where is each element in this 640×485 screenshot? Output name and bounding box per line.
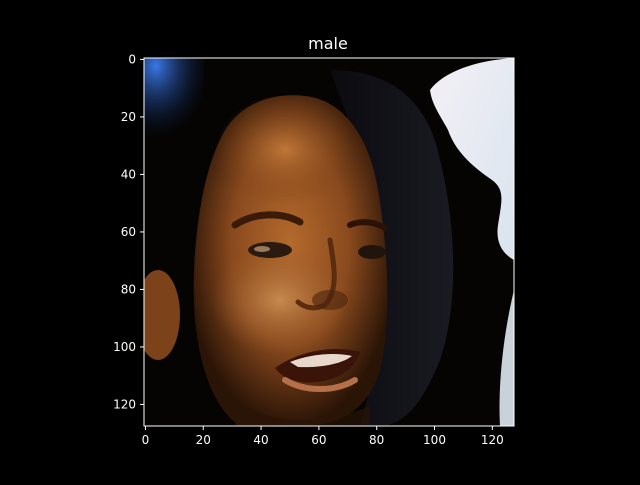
- forehead-highlight: [215, 95, 355, 205]
- x-tick-label: 80: [369, 433, 384, 447]
- y-tick-label: 120: [113, 397, 136, 411]
- light-background-patch: [430, 58, 514, 260]
- chart-title: male: [308, 34, 348, 53]
- blue-background-patch: [144, 58, 204, 138]
- left-eye: [248, 242, 292, 258]
- x-tick-label: 100: [423, 433, 446, 447]
- face-image: [144, 58, 514, 426]
- x-tick-label: 40: [253, 433, 268, 447]
- y-tick-label: 40: [121, 167, 136, 181]
- y-tick-label: 100: [113, 340, 136, 354]
- left-ear: [144, 270, 180, 360]
- right-eye: [358, 245, 386, 259]
- chin-shadow: [235, 400, 370, 426]
- x-axis: 0 20 40 60 80 100 120: [142, 426, 504, 447]
- x-tick-label: 0: [142, 433, 150, 447]
- x-tick-label: 60: [311, 433, 326, 447]
- y-tick-label: 0: [128, 52, 136, 66]
- y-axis: 0 20 40 60 80 100 120: [113, 52, 144, 411]
- axes-frame: [143, 57, 515, 427]
- y-tick-label: 20: [121, 110, 136, 124]
- teeth: [290, 354, 352, 368]
- light-background-lower: [499, 290, 514, 426]
- y-tick-label: 80: [121, 282, 136, 296]
- y-tick-label: 60: [121, 225, 136, 239]
- left-eye-white: [254, 246, 270, 252]
- nose-shadow: [312, 290, 348, 310]
- right-eyebrow: [347, 219, 388, 231]
- cheek-highlight: [210, 245, 350, 355]
- left-eyebrow: [231, 211, 304, 229]
- x-tick-label: 20: [196, 433, 211, 447]
- x-tick-label: 120: [481, 433, 504, 447]
- lower-lip: [282, 377, 358, 392]
